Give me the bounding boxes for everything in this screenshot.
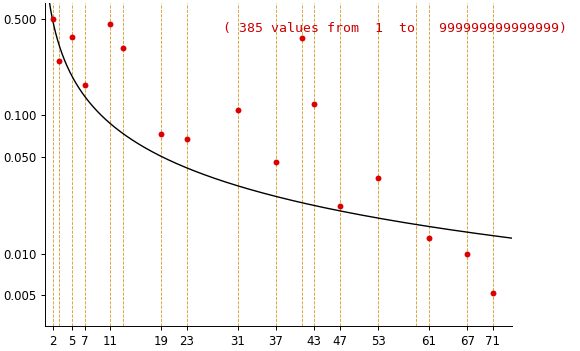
Point — [157, 132, 166, 137]
Point — [182, 136, 191, 141]
Point — [463, 251, 472, 257]
Point — [48, 16, 57, 21]
Point — [374, 176, 383, 181]
Text: ( 385 values from  1  to   999999999999999): ( 385 values from 1 to 999999999999999) — [223, 22, 567, 35]
Point — [118, 46, 128, 51]
Point — [55, 59, 64, 64]
Point — [335, 204, 345, 209]
Point — [271, 159, 281, 165]
Point — [80, 82, 89, 88]
Point — [233, 107, 242, 112]
Point — [310, 101, 319, 107]
Point — [297, 35, 306, 41]
Point — [425, 235, 434, 241]
Point — [488, 290, 498, 296]
Point — [106, 21, 115, 27]
Point — [67, 34, 77, 39]
